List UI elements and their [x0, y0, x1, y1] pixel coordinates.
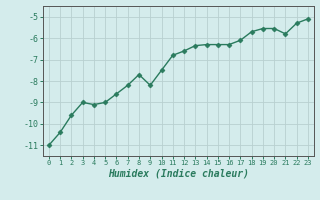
X-axis label: Humidex (Indice chaleur): Humidex (Indice chaleur)	[108, 169, 249, 179]
